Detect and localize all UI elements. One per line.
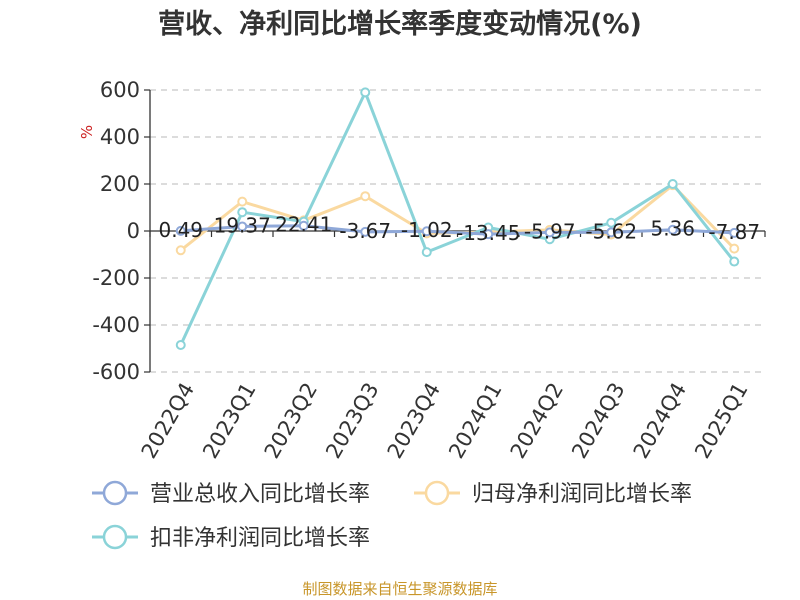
legend-swatch-marker bbox=[102, 524, 128, 550]
series-0-point bbox=[237, 221, 248, 232]
legend-label: 归母净利润同比增长率 bbox=[472, 482, 692, 507]
x-category-label: 2023Q2 bbox=[260, 379, 322, 463]
source-note: 制图数据来自恒生聚源数据库 bbox=[302, 580, 498, 598]
data-label: -13.45 bbox=[456, 221, 520, 245]
series-2-point bbox=[606, 217, 617, 228]
series-2-point bbox=[175, 339, 186, 350]
series-line-0 bbox=[180, 224, 735, 236]
series-layer bbox=[175, 87, 740, 350]
y-tick-label: 200 bbox=[100, 172, 140, 196]
y-tick-label: -600 bbox=[92, 360, 140, 384]
series-0-point bbox=[729, 227, 740, 238]
legend-item-1[interactable]: 归母净利润同比增长率 bbox=[414, 480, 692, 507]
series-1-point bbox=[729, 243, 740, 254]
x-category-label: 2024Q2 bbox=[506, 379, 568, 463]
data-label: -1.02 bbox=[401, 218, 453, 242]
series-0-point bbox=[544, 227, 555, 238]
series-1-point bbox=[360, 191, 371, 202]
chart-title: 营收、净利同比增长率季度变动情况(%) bbox=[158, 9, 642, 40]
legend-label: 营业总收入同比增长率 bbox=[150, 482, 370, 507]
y-tick-label: 400 bbox=[100, 125, 140, 149]
data-label: 0.49 bbox=[158, 218, 203, 242]
data-label: -3.67 bbox=[339, 219, 391, 243]
data-label: 19.37 bbox=[214, 213, 271, 237]
legend-swatch-marker bbox=[102, 480, 128, 506]
series-2-point bbox=[421, 247, 432, 258]
data-label: 22.41 bbox=[275, 213, 332, 237]
y-tick-label: 0 bbox=[127, 219, 140, 243]
x-category-label: 2025Q1 bbox=[690, 379, 752, 463]
series-2-point bbox=[360, 87, 371, 98]
series-line-2 bbox=[179, 90, 736, 346]
series-0-point bbox=[606, 227, 617, 238]
legend-item-2[interactable]: 扣非净利润同比增长率 bbox=[92, 524, 370, 551]
y-tick-label: -200 bbox=[92, 266, 140, 290]
series-2-point bbox=[237, 207, 248, 218]
x-category-label: 2022Q4 bbox=[137, 379, 199, 463]
data-label: -5.62 bbox=[585, 219, 637, 243]
x-category-label: 2023Q1 bbox=[198, 379, 260, 463]
x-category-label: 2024Q1 bbox=[444, 379, 506, 463]
legend-label: 扣非净利润同比增长率 bbox=[150, 526, 370, 551]
legend-item-0[interactable]: 营业总收入同比增长率 bbox=[92, 480, 370, 507]
series-1-point bbox=[237, 196, 248, 207]
y-tick-label: -400 bbox=[92, 313, 140, 337]
series-2-point bbox=[667, 179, 678, 189]
series-0-point bbox=[298, 220, 309, 231]
series-0-point bbox=[360, 226, 371, 237]
y-tick-label: 600 bbox=[100, 78, 140, 102]
legend-swatch-marker bbox=[424, 480, 450, 506]
series-0-point bbox=[667, 224, 678, 235]
data-label: -5.97 bbox=[524, 219, 576, 243]
x-category-label: 2023Q4 bbox=[383, 379, 445, 463]
data-label: -7.87 bbox=[708, 220, 760, 244]
series-0-point bbox=[483, 229, 494, 240]
label-layer: 0.49 19.37 22.41 -3.67 -1.02 -13.45 -5.97 -5.62… bbox=[158, 213, 760, 245]
data-label: 5.36 bbox=[650, 217, 695, 241]
x-category-label: 2024Q4 bbox=[629, 379, 691, 463]
series-1-point bbox=[175, 245, 186, 256]
x-category-label: 2024Q3 bbox=[567, 379, 629, 463]
series-0-point bbox=[175, 225, 186, 236]
series-2-point bbox=[729, 256, 740, 267]
x-category-label: 2023Q3 bbox=[321, 379, 383, 463]
y-axis-unit: % bbox=[78, 125, 96, 139]
series-0-point bbox=[421, 226, 432, 237]
grid-layer bbox=[150, 89, 765, 373]
